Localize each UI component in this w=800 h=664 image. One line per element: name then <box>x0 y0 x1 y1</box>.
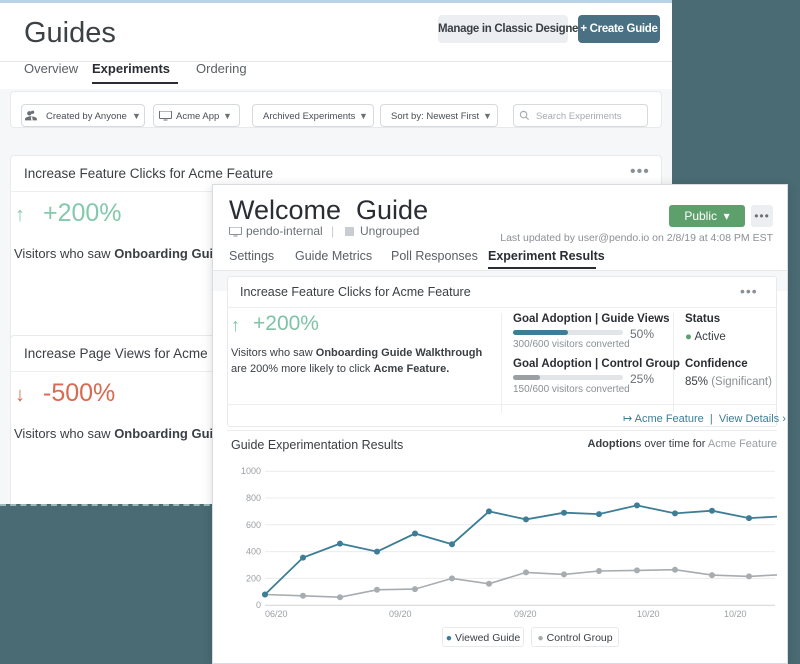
svg-text:10/20: 10/20 <box>637 609 660 618</box>
svg-text:400: 400 <box>246 547 261 557</box>
svg-text:1000: 1000 <box>241 466 261 476</box>
svg-text:200: 200 <box>246 574 261 584</box>
svg-text:06/20: 06/20 <box>265 609 288 618</box>
svg-text:10/20: 10/20 <box>724 609 747 618</box>
svg-text:09/20: 09/20 <box>514 609 537 618</box>
svg-text:800: 800 <box>246 493 261 503</box>
svg-text:09/20: 09/20 <box>389 609 412 618</box>
svg-text:600: 600 <box>246 520 261 530</box>
svg-text:0: 0 <box>256 600 261 610</box>
